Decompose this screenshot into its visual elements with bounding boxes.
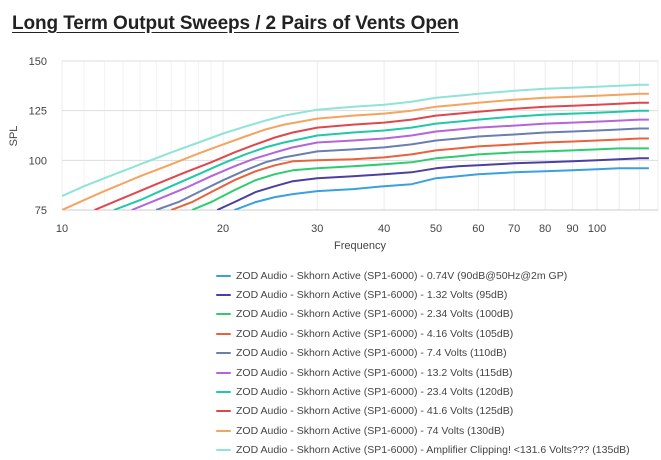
series-line-2 <box>216 157 649 210</box>
y-tick-label: 75 <box>35 205 47 217</box>
legend-label: ZOD Audio - Skhorn Active (SP1-6000) - 0… <box>236 269 568 282</box>
legend-swatch <box>216 274 231 277</box>
x-axis-ticks: 10 20 30 40 50 60 70 80 90 100 <box>56 223 606 235</box>
x-tick-label: 80 <box>539 223 551 235</box>
series-line-1 <box>234 167 649 210</box>
legend-swatch <box>216 449 231 452</box>
legend-item[interactable]: ZOD Audio - Skhorn Active (SP1-6000) - A… <box>216 441 656 460</box>
grid-lines <box>61 60 659 211</box>
x-tick-label: 50 <box>430 223 442 235</box>
legend-item[interactable]: ZOD Audio - Skhorn Active (SP1-6000) - 2… <box>216 382 656 401</box>
legend-item[interactable]: ZOD Audio - Skhorn Active (SP1-6000) - 7… <box>216 344 656 363</box>
y-tick-label: 125 <box>29 106 47 118</box>
legend-swatch <box>216 410 231 413</box>
legend-label: ZOD Audio - Skhorn Active (SP1-6000) - 7… <box>236 347 507 360</box>
line-chart: 10 20 30 40 50 60 70 80 90 100 75 100 125 150 Freque… <box>8 56 659 252</box>
legend-swatch <box>216 391 231 394</box>
legend-item[interactable]: ZOD Audio - Skhorn Active (SP1-6000) - 1… <box>216 285 656 304</box>
legend-item[interactable]: ZOD Audio - Skhorn Active (SP1-6000) - 1… <box>216 363 656 382</box>
x-tick-label: 40 <box>378 223 390 235</box>
legend-label: ZOD Audio - Skhorn Active (SP1-6000) - 1… <box>236 289 508 302</box>
series-line-9 <box>62 92 649 210</box>
legend-item[interactable]: ZOD Audio - Skhorn Active (SP1-6000) - 4… <box>216 324 656 343</box>
legend-label: ZOD Audio - Skhorn Active (SP1-6000) - 7… <box>236 424 505 437</box>
legend-label: ZOD Audio - Skhorn Active (SP1-6000) - 2… <box>236 308 514 321</box>
x-tick-label: 60 <box>472 223 484 235</box>
y-axis-label: SPL <box>8 126 20 147</box>
legend-swatch <box>216 332 231 335</box>
legend-swatch <box>216 313 231 316</box>
y-tick-label: 150 <box>29 56 47 68</box>
x-tick-label: 90 <box>566 223 578 235</box>
legend-item[interactable]: ZOD Audio - Skhorn Active (SP1-6000) - 7… <box>216 421 656 440</box>
series-line-7 <box>113 109 649 210</box>
legend-label: ZOD Audio - Skhorn Active (SP1-6000) - 4… <box>236 405 514 418</box>
legend-swatch <box>216 294 231 297</box>
series-lines <box>62 83 649 210</box>
series-line-8 <box>94 101 649 210</box>
legend-label: ZOD Audio - Skhorn Active (SP1-6000) - 1… <box>236 366 513 379</box>
legend-label: ZOD Audio - Skhorn Active (SP1-6000) - 4… <box>236 327 514 340</box>
legend-swatch <box>216 429 231 432</box>
series-line-5 <box>155 127 649 210</box>
y-tick-label: 100 <box>29 155 47 167</box>
x-tick-label: 100 <box>588 223 606 235</box>
legend-item[interactable]: ZOD Audio - Skhorn Active (SP1-6000) - 2… <box>216 305 656 324</box>
series-line-3 <box>191 147 649 210</box>
legend-label: ZOD Audio - Skhorn Active (SP1-6000) - 2… <box>236 386 514 399</box>
chart-title: Long Term Output Sweeps / 2 Pairs of Ven… <box>12 13 459 34</box>
legend-label: ZOD Audio - Skhorn Active (SP1-6000) - A… <box>236 444 630 457</box>
x-tick-label: 30 <box>311 223 323 235</box>
x-tick-label: 10 <box>56 223 68 235</box>
legend-swatch <box>216 371 231 374</box>
legend-item[interactable]: ZOD Audio - Skhorn Active (SP1-6000) - 4… <box>216 402 656 421</box>
chart-legend: ZOD Audio - Skhorn Active (SP1-6000) - 0… <box>216 266 656 460</box>
legend-swatch <box>216 352 231 355</box>
legend-item[interactable]: ZOD Audio - Skhorn Active (SP1-6000) - 0… <box>216 266 656 285</box>
x-tick-label: 70 <box>508 223 520 235</box>
y-axis-ticks: 75 100 125 150 <box>29 56 47 217</box>
x-axis-label: Frequency <box>334 240 386 252</box>
series-line-6 <box>131 118 649 210</box>
series-line-10 <box>62 83 649 198</box>
series-line-4 <box>170 137 649 210</box>
x-tick-label: 20 <box>217 223 229 235</box>
